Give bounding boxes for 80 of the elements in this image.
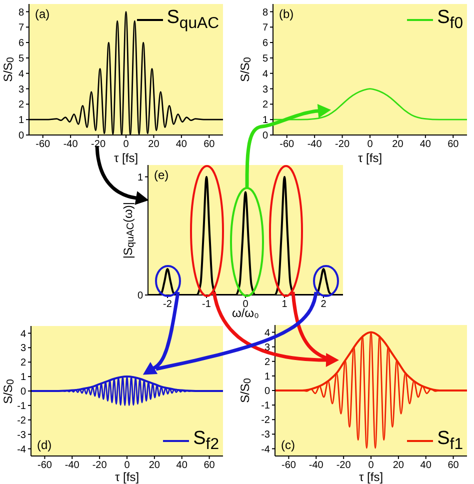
- y-tick-label: 3: [262, 84, 268, 96]
- y-tick-label: 3: [18, 84, 24, 96]
- x-tick-label: 60: [448, 139, 460, 150]
- annotation: (e): [154, 168, 169, 182]
- y-tick-label: 0: [20, 386, 26, 398]
- y-tick-label: 1: [264, 371, 270, 382]
- x-tick-label: -60: [36, 139, 51, 150]
- x-tick-label: 60: [204, 460, 216, 472]
- x-tick-label: 40: [176, 139, 188, 150]
- y-tick-label: 3: [264, 342, 270, 354]
- y-tick-label: 4: [262, 68, 268, 80]
- x-tick-label: -40: [64, 460, 80, 472]
- y-tick-label: 8: [262, 7, 268, 18]
- y-tick-label: -3: [17, 430, 26, 441]
- y-tick-label: 4: [264, 328, 270, 339]
- legend-label: S$_{quAC}$: [166, 7, 219, 33]
- annotation: (a): [35, 7, 50, 21]
- y-tick-label: 8: [18, 7, 24, 18]
- y-tick-label: 0: [262, 130, 268, 142]
- x-tick-label: -60: [281, 460, 296, 472]
- x-tick-label: 40: [176, 460, 188, 472]
- y-tick-label: 7: [18, 22, 24, 34]
- x-axis-title: τ [fs]: [114, 470, 140, 484]
- y-tick-label: -3: [261, 430, 270, 441]
- y-tick-label: 0: [264, 386, 270, 398]
- x-tick-label: 0: [124, 460, 130, 472]
- x-tick-label: 40: [420, 460, 432, 472]
- x-tick-label: 40: [420, 139, 432, 150]
- y-tick-label: -4: [261, 444, 270, 456]
- x-axis-title: τ [fs]: [114, 151, 138, 165]
- y-tick-label: 2: [262, 100, 268, 111]
- annotation: (b): [279, 7, 294, 21]
- legend-label: S$_{f2}$: [193, 428, 219, 454]
- annotation: (c): [281, 438, 295, 452]
- y-tick-label: 3: [20, 343, 26, 354]
- y-tick-label: 1: [262, 115, 268, 126]
- y-tick-label: 1: [18, 115, 24, 126]
- y-tick-label: -2: [17, 415, 26, 426]
- y-tick-label: -1: [17, 400, 26, 412]
- legend-label: S$_{f0}$: [437, 7, 463, 33]
- y-tick-label: 6: [262, 38, 268, 50]
- y-tick-label: 6: [18, 38, 24, 50]
- y-tick-label: 2: [264, 356, 270, 368]
- x-tick-label: 20: [392, 139, 404, 150]
- annotation: (d): [37, 438, 52, 452]
- y-tick-label: 1: [20, 372, 26, 384]
- x-tick-label: -40: [63, 139, 78, 150]
- x-axis-title: τ [fs]: [358, 470, 384, 484]
- y-tick-label: 5: [262, 53, 268, 64]
- x-tick-label: 0: [123, 139, 130, 150]
- x-tick-label: 60: [204, 139, 216, 150]
- y-tick-label: -4: [17, 444, 26, 456]
- y-tick-label: 7: [262, 22, 268, 34]
- y-tick-label: 5: [18, 53, 24, 64]
- y-tick-label: 2: [18, 100, 24, 111]
- x-tick-label: 1: [282, 299, 288, 310]
- y-tick-label: 4: [20, 328, 26, 340]
- legend-label: S$_{f1}$: [437, 428, 463, 454]
- x-tick-label: -1: [202, 299, 212, 310]
- x-tick-label: 20: [392, 460, 404, 472]
- y-tick-label: -1: [261, 400, 270, 412]
- x-tick-label: 20: [148, 460, 160, 472]
- x-tick-label: -2: [163, 299, 172, 310]
- x-tick-label: 2: [320, 299, 327, 310]
- x-tick-label: -20: [335, 139, 350, 150]
- x-tick-label: 20: [148, 139, 160, 150]
- x-tick-label: -40: [307, 139, 322, 150]
- y-tick-label: 2: [20, 358, 26, 369]
- x-axis-title: τ [fs]: [358, 151, 382, 165]
- x-tick-label: -40: [308, 460, 324, 472]
- y-tick-label: 4: [18, 68, 24, 80]
- x-tick-label: -60: [37, 460, 52, 472]
- x-tick-label: 60: [448, 460, 460, 472]
- x-tick-label: -60: [280, 139, 295, 150]
- x-tick-label: 0: [367, 139, 374, 150]
- y-tick-label: -2: [261, 415, 270, 426]
- x-tick-label: -20: [92, 460, 108, 472]
- x-tick-label: -20: [336, 460, 352, 472]
- x-tick-label: 0: [368, 460, 374, 472]
- y-tick-label: 0: [18, 130, 24, 142]
